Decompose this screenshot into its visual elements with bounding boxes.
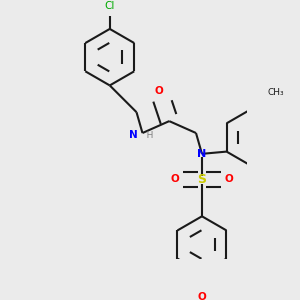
Text: S: S (197, 172, 206, 186)
Text: H: H (138, 131, 153, 140)
Text: O: O (198, 292, 206, 300)
Text: N: N (129, 130, 138, 140)
Text: CH₃: CH₃ (268, 88, 285, 97)
Text: O: O (154, 86, 163, 96)
Text: O: O (225, 174, 234, 184)
Text: N: N (197, 149, 207, 159)
Text: O: O (170, 174, 179, 184)
Text: Cl: Cl (105, 1, 115, 11)
